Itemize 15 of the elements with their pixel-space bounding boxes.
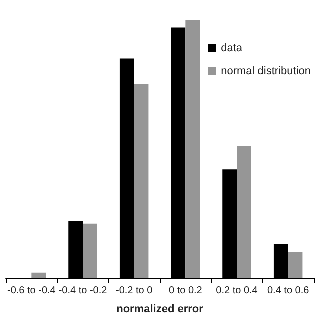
- x-tick-label: 0.2 to 0.4: [216, 286, 258, 296]
- bar: [32, 272, 46, 278]
- legend-label: normal distribution: [221, 66, 311, 78]
- x-tick-label: 0 to 0.2: [168, 286, 203, 296]
- bar: [237, 146, 252, 278]
- x-tick-label: -0.4 to -0.2: [58, 286, 108, 296]
- bar: [134, 84, 149, 278]
- x-tick-label: -0.6 to -0.4: [7, 286, 56, 296]
- x-tick-label: -0.2 to 0: [116, 286, 154, 296]
- legend-label: data: [221, 42, 244, 54]
- bar: [83, 224, 98, 278]
- x-axis-title: normalized error: [116, 304, 204, 316]
- x-tick-label: 0.4 to 0.6: [267, 286, 310, 296]
- bar: [186, 20, 200, 278]
- bar: [288, 252, 303, 278]
